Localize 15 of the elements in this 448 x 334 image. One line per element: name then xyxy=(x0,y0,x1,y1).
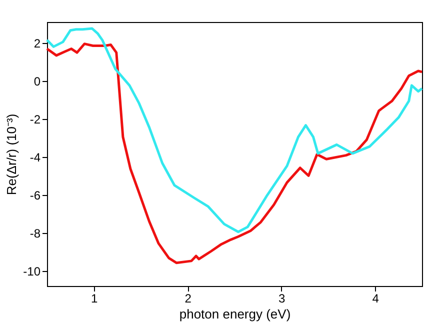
y-tick-label: -4 xyxy=(30,150,41,164)
line-series xyxy=(46,42,424,264)
x-axis-title: photon energy (eV) xyxy=(179,306,291,322)
y-tick-label: -2 xyxy=(30,112,41,126)
y-tick-label: 2 xyxy=(34,36,41,50)
y-tick-label: -10 xyxy=(23,264,41,278)
x-tick-label: 3 xyxy=(278,292,286,306)
y-tick-label: -6 xyxy=(30,188,41,202)
x-tick-label: 4 xyxy=(372,292,380,306)
y-tick-label: 0 xyxy=(34,74,41,88)
x-tick-label: 2 xyxy=(184,292,192,306)
y-tick-label: -8 xyxy=(30,226,41,240)
y-axis-title: Re(Δr/r) (10⁻³) xyxy=(4,114,20,196)
x-tick-label: 1 xyxy=(91,292,98,306)
line-series xyxy=(46,27,424,234)
